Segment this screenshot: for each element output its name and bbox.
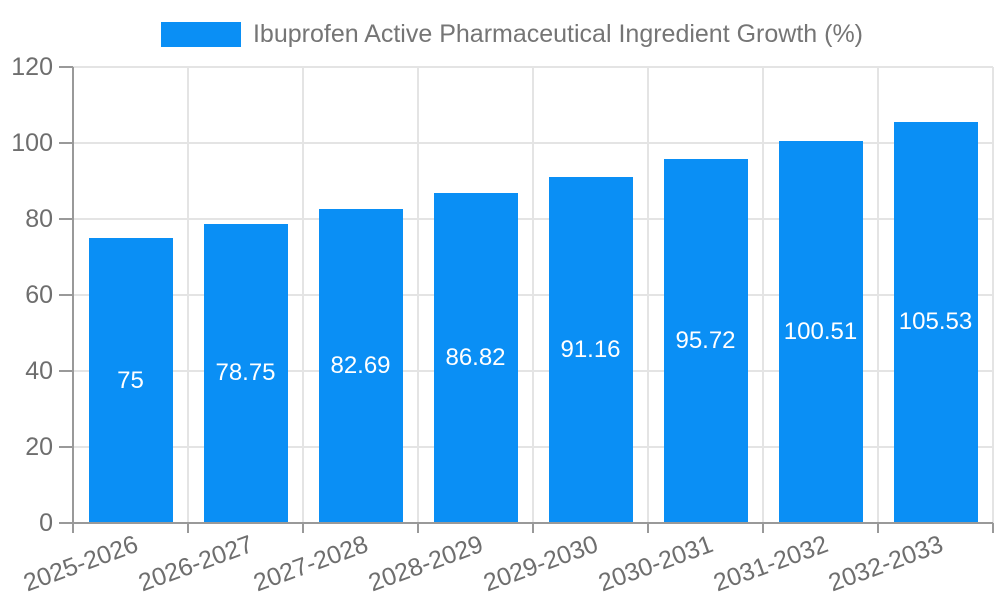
- bar-value-label: 86.82: [445, 344, 506, 372]
- x-axis-label: 2027-2028: [249, 530, 372, 598]
- x-axis-tick: [187, 523, 189, 533]
- x-axis-tick: [992, 523, 994, 533]
- x-axis-tick: [877, 523, 879, 533]
- x-axis-tick: [302, 523, 304, 533]
- bar-value-label: 78.75: [215, 359, 276, 387]
- x-axis-label: 2032-2033: [824, 530, 947, 598]
- x-axis-tick: [72, 523, 74, 533]
- x-axis-tick: [532, 523, 534, 533]
- y-axis-tick: [59, 446, 73, 448]
- x-axis-tick: [647, 523, 649, 533]
- x-axis-tick: [762, 523, 764, 533]
- y-axis-label: 20: [25, 433, 53, 461]
- y-axis-tick: [59, 142, 73, 144]
- bar-value-label: 105.53: [898, 308, 973, 336]
- gridline-vertical: [877, 67, 879, 523]
- bar-2028-2029[interactable]: 86.82: [433, 193, 518, 523]
- bar-2026-2027[interactable]: 78.75: [203, 223, 288, 523]
- y-axis-tick: [59, 218, 73, 220]
- x-axis-tick: [417, 523, 419, 533]
- bar-2032-2033[interactable]: 105.53: [893, 121, 978, 523]
- y-axis-label: 80: [25, 205, 53, 233]
- gridline-vertical: [647, 67, 649, 523]
- y-axis-tick: [59, 66, 73, 68]
- bar-2025-2026[interactable]: 75: [88, 238, 173, 523]
- y-axis-label: 40: [25, 357, 53, 385]
- bar-2030-2031[interactable]: 95.72: [663, 159, 748, 523]
- y-axis-label: 0: [39, 509, 53, 537]
- legend-swatch: [160, 21, 241, 47]
- legend-label: Ibuprofen Active Pharmaceutical Ingredie…: [252, 19, 864, 48]
- bar-2029-2030[interactable]: 91.16: [548, 176, 633, 523]
- y-axis-tick: [59, 370, 73, 372]
- y-axis-label: 60: [25, 281, 53, 309]
- x-axis-label: 2026-2027: [134, 530, 257, 598]
- gridline-vertical: [417, 67, 419, 523]
- x-axis-label: 2029-2030: [479, 530, 602, 598]
- x-axis-label: 2031-2032: [709, 530, 832, 598]
- bar-2031-2032[interactable]: 100.51: [778, 141, 863, 523]
- x-axis-label: 2025-2026: [19, 530, 142, 598]
- bar-value-label: 100.51: [783, 318, 858, 346]
- gridline-vertical: [187, 67, 189, 523]
- bar-value-label: 91.16: [560, 335, 621, 363]
- y-axis-line: [72, 67, 74, 533]
- gridline-vertical: [302, 67, 304, 523]
- gridline-vertical: [532, 67, 534, 523]
- bar-2027-2028[interactable]: 82.69: [318, 208, 403, 523]
- y-axis-label: 120: [11, 53, 53, 81]
- y-axis-tick: [59, 294, 73, 296]
- bar-value-label: 82.69: [330, 351, 391, 379]
- y-axis-label: 100: [11, 129, 53, 157]
- bar-value-label: 75: [117, 366, 144, 394]
- gridline-vertical: [762, 67, 764, 523]
- y-axis-tick: [59, 522, 73, 524]
- legend-item[interactable]: Ibuprofen Active Pharmaceutical Ingredie…: [0, 19, 1000, 48]
- x-axis-label: 2030-2031: [594, 530, 717, 598]
- gridline-vertical: [992, 67, 994, 523]
- bar-value-label: 95.72: [675, 327, 736, 355]
- x-axis-label: 2028-2029: [364, 530, 487, 598]
